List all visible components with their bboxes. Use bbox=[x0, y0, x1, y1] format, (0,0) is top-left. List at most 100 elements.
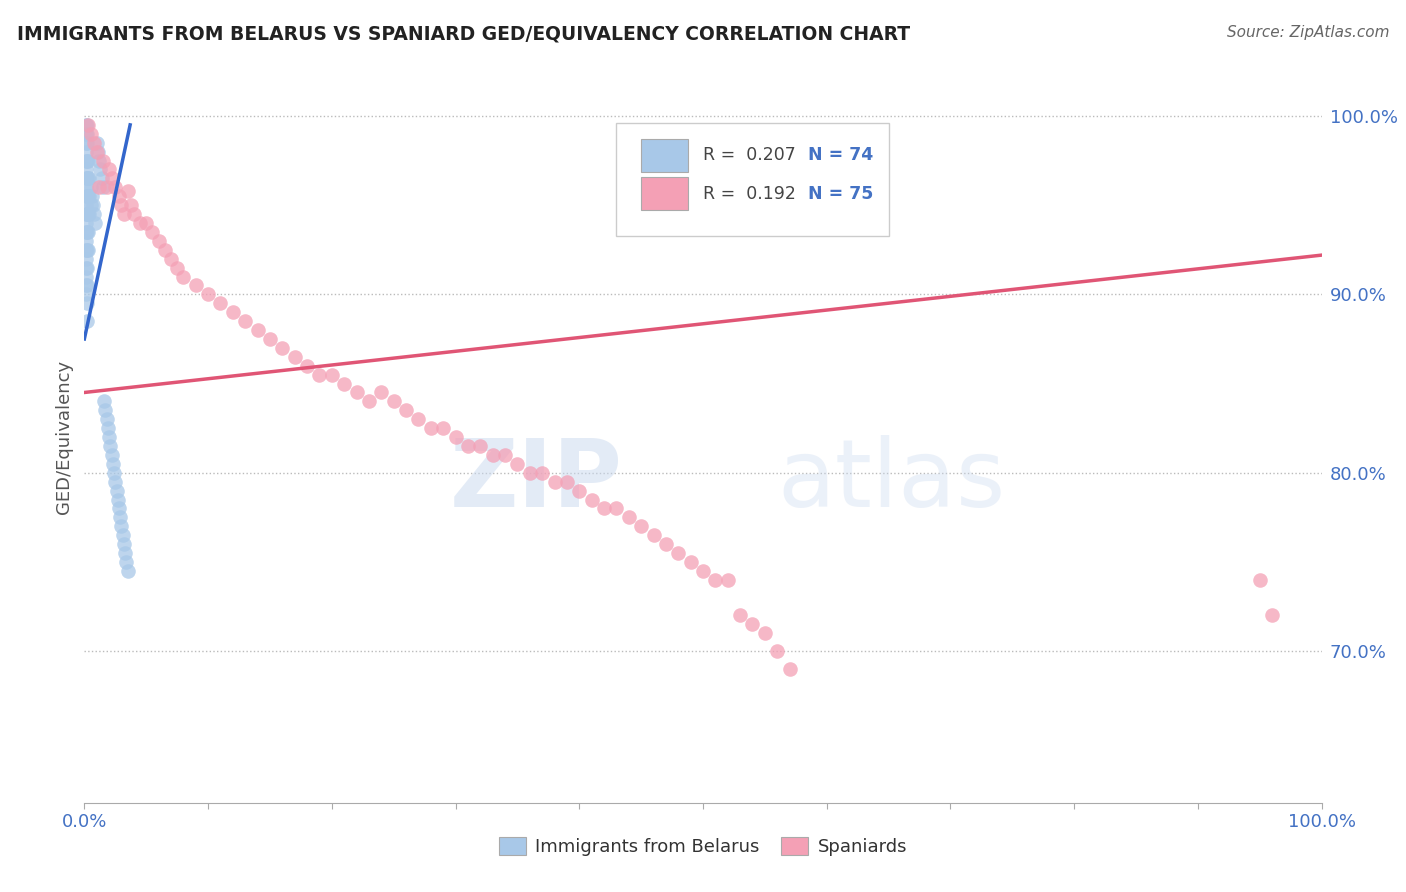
Point bbox=[100, 448, 122, 462]
Point bbox=[481, 448, 503, 462]
Point bbox=[75, 145, 97, 159]
Point bbox=[77, 171, 100, 186]
Point bbox=[246, 323, 269, 337]
Point bbox=[79, 207, 101, 221]
Point bbox=[83, 207, 105, 221]
Point bbox=[519, 466, 541, 480]
Point bbox=[98, 162, 121, 177]
Point bbox=[76, 207, 98, 221]
Point bbox=[98, 430, 121, 444]
Point bbox=[75, 189, 97, 203]
Point bbox=[166, 260, 188, 275]
Point bbox=[346, 385, 368, 400]
Point bbox=[76, 136, 98, 150]
Point bbox=[184, 278, 207, 293]
Point bbox=[110, 519, 132, 533]
Point bbox=[1261, 608, 1284, 623]
Point bbox=[308, 368, 330, 382]
Legend: Immigrants from Belarus, Spaniards: Immigrants from Belarus, Spaniards bbox=[492, 830, 914, 863]
Point bbox=[160, 252, 183, 266]
Point bbox=[741, 617, 763, 632]
Point bbox=[79, 189, 101, 203]
Point bbox=[382, 394, 405, 409]
Point bbox=[101, 457, 124, 471]
Point bbox=[76, 243, 98, 257]
Point bbox=[80, 189, 103, 203]
Point bbox=[122, 207, 145, 221]
Point bbox=[120, 198, 142, 212]
Point bbox=[141, 225, 163, 239]
Point bbox=[630, 519, 652, 533]
Text: R =  0.192: R = 0.192 bbox=[703, 185, 796, 202]
Point bbox=[75, 153, 97, 168]
Point bbox=[76, 278, 98, 293]
Point bbox=[135, 216, 157, 230]
Point bbox=[568, 483, 591, 498]
Point bbox=[76, 189, 98, 203]
Point bbox=[117, 564, 139, 578]
Text: Source: ZipAtlas.com: Source: ZipAtlas.com bbox=[1226, 25, 1389, 40]
Point bbox=[76, 260, 98, 275]
Point bbox=[444, 430, 467, 444]
Point bbox=[76, 118, 98, 132]
Point bbox=[75, 136, 97, 150]
Point bbox=[754, 626, 776, 640]
Point bbox=[93, 394, 115, 409]
Point bbox=[692, 564, 714, 578]
Point bbox=[111, 528, 134, 542]
Point bbox=[108, 189, 131, 203]
Point bbox=[75, 118, 97, 132]
Point bbox=[75, 171, 97, 186]
Text: atlas: atlas bbox=[778, 435, 1005, 527]
Point bbox=[76, 314, 98, 328]
Point bbox=[209, 296, 232, 310]
Point bbox=[617, 510, 640, 524]
Point bbox=[76, 127, 98, 141]
Point bbox=[77, 189, 100, 203]
Point bbox=[172, 269, 194, 284]
Point bbox=[75, 198, 97, 212]
Point bbox=[333, 376, 356, 391]
Point bbox=[112, 537, 135, 551]
Point bbox=[84, 216, 107, 230]
Point bbox=[75, 180, 97, 194]
Point bbox=[357, 394, 380, 409]
Point bbox=[79, 171, 101, 186]
Point bbox=[91, 180, 114, 194]
Point bbox=[76, 153, 98, 168]
Point bbox=[90, 171, 112, 186]
Point bbox=[728, 608, 751, 623]
Point bbox=[87, 145, 110, 159]
Point bbox=[91, 153, 114, 168]
Point bbox=[259, 332, 281, 346]
Point bbox=[103, 466, 125, 480]
Point bbox=[153, 243, 176, 257]
Point bbox=[110, 198, 132, 212]
Point bbox=[321, 368, 343, 382]
Point bbox=[643, 528, 665, 542]
Point bbox=[107, 492, 129, 507]
Point bbox=[98, 439, 121, 453]
Text: N = 74: N = 74 bbox=[808, 146, 873, 164]
Point bbox=[75, 287, 97, 301]
Text: IMMIGRANTS FROM BELARUS VS SPANIARD GED/EQUIVALENCY CORRELATION CHART: IMMIGRANTS FROM BELARUS VS SPANIARD GED/… bbox=[17, 25, 910, 44]
Point bbox=[89, 153, 111, 168]
Point bbox=[295, 359, 318, 373]
Point bbox=[77, 207, 100, 221]
Point bbox=[766, 644, 789, 658]
Point bbox=[110, 510, 132, 524]
Point bbox=[115, 555, 138, 569]
Point bbox=[419, 421, 441, 435]
Point bbox=[77, 118, 100, 132]
Point bbox=[284, 350, 307, 364]
Text: R =  0.207: R = 0.207 bbox=[703, 146, 796, 164]
Point bbox=[1249, 573, 1271, 587]
Point bbox=[75, 252, 97, 266]
Point bbox=[75, 278, 97, 293]
Point bbox=[233, 314, 256, 328]
Text: ZIP: ZIP bbox=[450, 435, 623, 527]
Point bbox=[75, 127, 97, 141]
Point bbox=[86, 145, 108, 159]
Point bbox=[408, 412, 430, 426]
FancyBboxPatch shape bbox=[641, 138, 688, 171]
